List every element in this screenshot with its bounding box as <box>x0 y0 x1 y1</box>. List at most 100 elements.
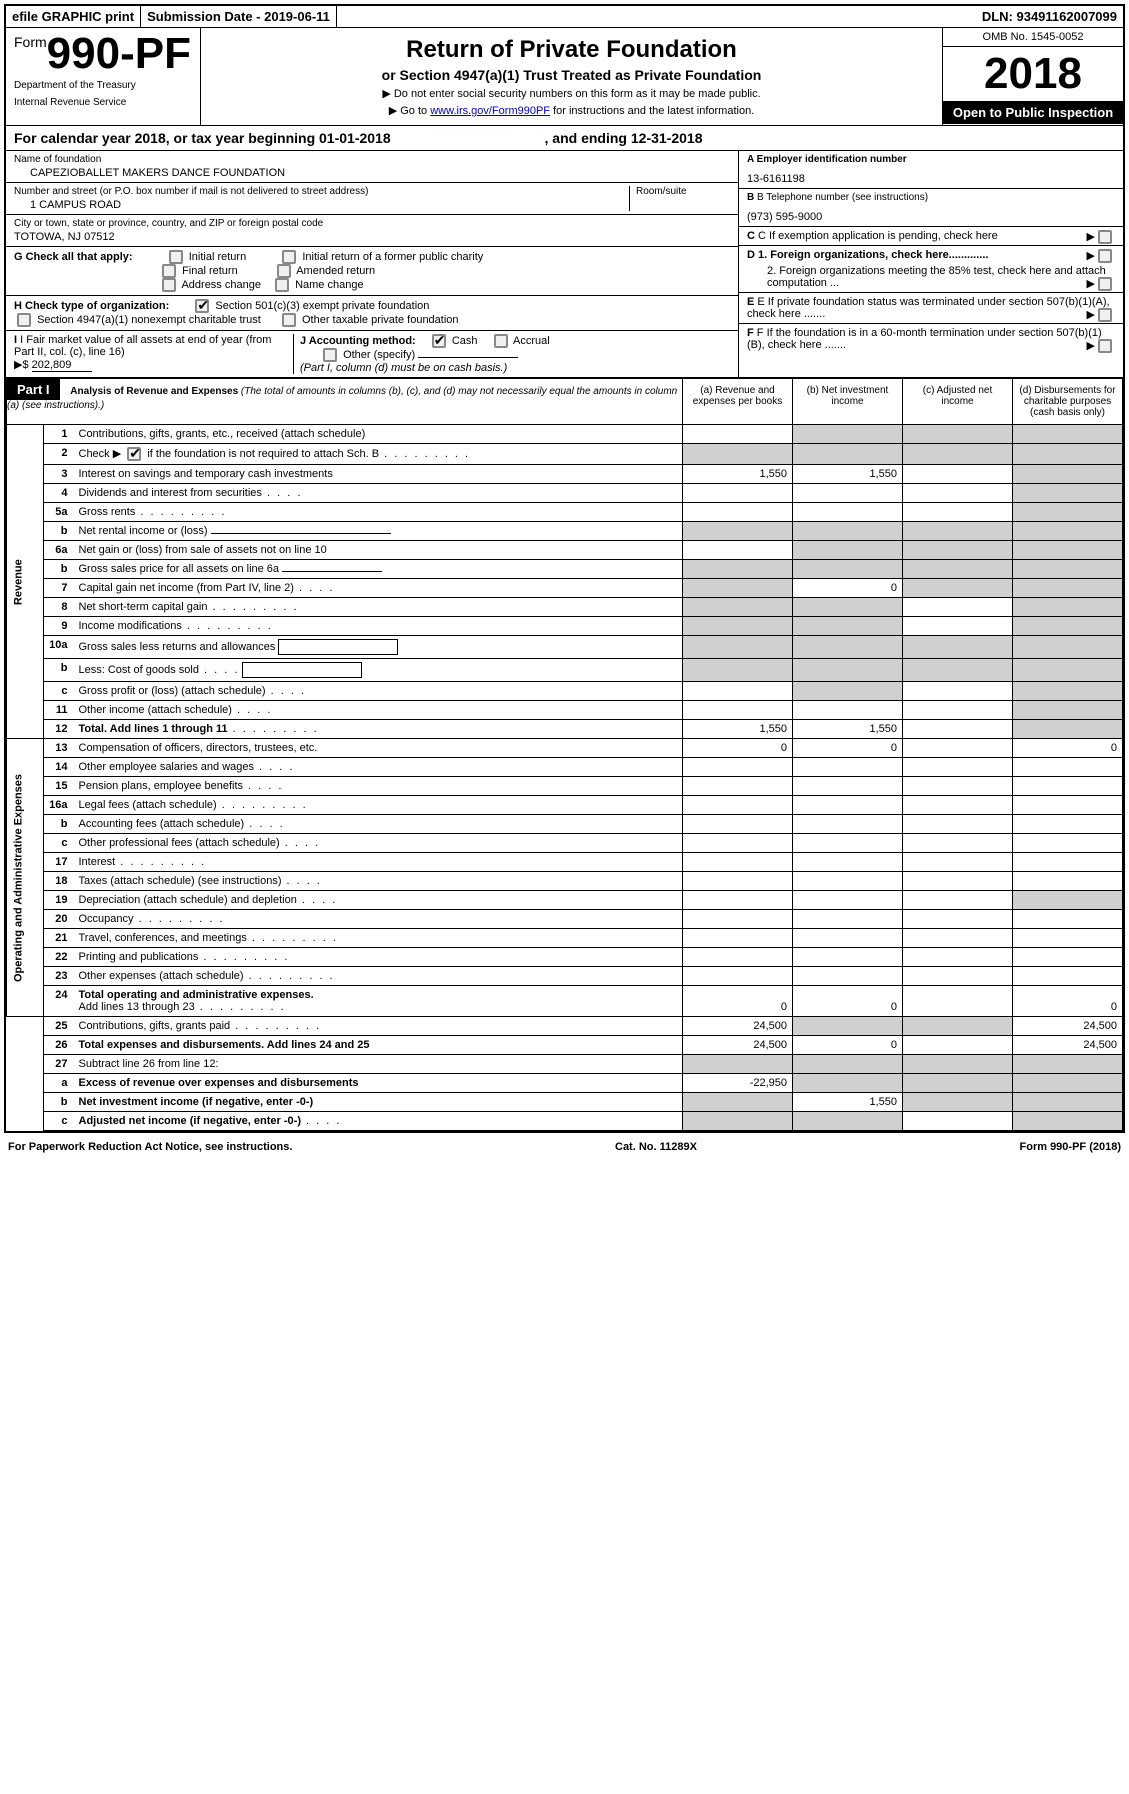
table-row: bGross sales price for all assets on lin… <box>7 560 1123 579</box>
table-row: Revenue 1Contributions, gifts, grants, e… <box>7 425 1123 444</box>
table-row: Operating and Administrative Expenses 13… <box>7 739 1123 758</box>
section-a: A Employer identification number 13-6161… <box>739 151 1123 189</box>
footer: For Paperwork Reduction Act Notice, see … <box>0 1137 1129 1157</box>
section-e: E E If private foundation status was ter… <box>739 293 1123 324</box>
open-to-public: Open to Public Inspection <box>943 101 1123 124</box>
cb-sch-b[interactable] <box>127 447 141 461</box>
cb-4947[interactable] <box>17 313 31 327</box>
cb-other-taxable[interactable] <box>282 313 296 327</box>
table-row: 26Total expenses and disbursements. Add … <box>7 1036 1123 1055</box>
footer-center: Cat. No. 11289X <box>615 1141 697 1153</box>
part1-label: Part I <box>7 379 60 400</box>
revenue-label: Revenue <box>7 425 44 739</box>
room-suite-label: Room/suite <box>636 186 730 197</box>
dln: DLN: 93491162007099 <box>976 6 1123 27</box>
footer-right: Form 990-PF (2018) <box>1020 1141 1122 1153</box>
info-right: A Employer identification number 13-6161… <box>738 151 1123 377</box>
omb-number: OMB No. 1545-0052 <box>943 28 1123 47</box>
table-row: cOther professional fees (attach schedul… <box>7 834 1123 853</box>
table-row: 11Other income (attach schedule) <box>7 701 1123 720</box>
header-center: Return of Private Foundation or Section … <box>201 28 943 125</box>
footer-left: For Paperwork Reduction Act Notice, see … <box>8 1141 292 1153</box>
table-row: 22Printing and publications <box>7 948 1123 967</box>
info-left: Name of foundation CAPEZIOBALLET MAKERS … <box>6 151 738 377</box>
fmv-value: 202,809 <box>32 359 92 372</box>
city-cell: City or town, state or province, country… <box>6 215 738 247</box>
header-right: OMB No. 1545-0052 2018 Open to Public In… <box>943 28 1123 125</box>
table-row: 3Interest on savings and temporary cash … <box>7 465 1123 484</box>
cb-accrual[interactable] <box>494 334 508 348</box>
section-d: D 1. Foreign organizations, check here..… <box>739 246 1123 293</box>
table-row: cGross profit or (loss) (attach schedule… <box>7 682 1123 701</box>
submission-date: Submission Date - 2019-06-11 <box>141 6 337 27</box>
section-h: H Check type of organization: Section 50… <box>6 296 738 331</box>
header: Form990-PF Department of the Treasury In… <box>6 28 1123 125</box>
table-row: 6aNet gain or (loss) from sale of assets… <box>7 541 1123 560</box>
form-subtitle: or Section 4947(a)(1) Trust Treated as P… <box>213 67 930 83</box>
cb-status-terminated[interactable] <box>1098 308 1112 322</box>
cb-501c3[interactable] <box>195 299 209 313</box>
table-row: 17Interest <box>7 853 1123 872</box>
cb-foreign-org[interactable] <box>1098 249 1112 263</box>
cb-initial-former[interactable] <box>282 250 296 264</box>
table-row: 14Other employee salaries and wages <box>7 758 1123 777</box>
section-f: F F If the foundation is in a 60-month t… <box>739 324 1123 354</box>
col-c-header: (c) Adjusted net income <box>903 379 1013 425</box>
section-g: G Check all that apply: Initial return I… <box>6 247 738 296</box>
table-row: 16aLegal fees (attach schedule) <box>7 796 1123 815</box>
table-row: 5aGross rents <box>7 503 1123 522</box>
table-row: 25Contributions, gifts, grants paid 24,5… <box>7 1017 1123 1036</box>
table-row: 7Capital gain net income (from Part IV, … <box>7 579 1123 598</box>
table-row: 21Travel, conferences, and meetings <box>7 929 1123 948</box>
info-section: Name of foundation CAPEZIOBALLET MAKERS … <box>6 151 1123 378</box>
table-row: 12Total. Add lines 1 through 11 1,5501,5… <box>7 720 1123 739</box>
cb-initial-return[interactable] <box>169 250 183 264</box>
section-c: C C If exemption application is pending,… <box>739 227 1123 246</box>
table-row: 4Dividends and interest from securities <box>7 484 1123 503</box>
section-ij: I I Fair market value of all assets at e… <box>6 331 738 377</box>
cb-name-change[interactable] <box>275 278 289 292</box>
table-row: 27Subtract line 26 from line 12: <box>7 1055 1123 1074</box>
cb-foreign-85[interactable] <box>1098 277 1112 291</box>
header-left: Form990-PF Department of the Treasury In… <box>6 28 201 125</box>
table-row: 23Other expenses (attach schedule) <box>7 967 1123 986</box>
cb-other-method[interactable] <box>323 348 337 362</box>
table-row: 18Taxes (attach schedule) (see instructi… <box>7 872 1123 891</box>
cb-final-return[interactable] <box>162 264 176 278</box>
table-row: 10aGross sales less returns and allowanc… <box>7 636 1123 659</box>
table-row: 9Income modifications <box>7 617 1123 636</box>
dept-irs: Internal Revenue Service <box>14 97 192 108</box>
table-row: 8Net short-term capital gain <box>7 598 1123 617</box>
table-row: 20Occupancy <box>7 910 1123 929</box>
table-row: bNet rental income or (loss) <box>7 522 1123 541</box>
table-row: aExcess of revenue over expenses and dis… <box>7 1074 1123 1093</box>
cb-cash[interactable] <box>432 334 446 348</box>
table-row: bNet investment income (if negative, ent… <box>7 1093 1123 1112</box>
form-container: efile GRAPHIC print Submission Date - 20… <box>4 4 1125 1133</box>
form-number: 990-PF <box>47 29 191 78</box>
table-row: 15Pension plans, employee benefits <box>7 777 1123 796</box>
cb-address-change[interactable] <box>162 278 176 292</box>
part1-table: Part I Analysis of Revenue and Expenses … <box>6 378 1123 1131</box>
section-b: B B Telephone number (see instructions) … <box>739 189 1123 227</box>
table-row: bLess: Cost of goods sold <box>7 659 1123 682</box>
col-b-header: (b) Net investment income <box>793 379 903 425</box>
goto-note: ▶ Go to www.irs.gov/Form990PF for instru… <box>213 104 930 117</box>
efile-label: efile GRAPHIC print <box>6 6 141 27</box>
calendar-year-row: For calendar year 2018, or tax year begi… <box>6 125 1123 151</box>
table-row: bAccounting fees (attach schedule) <box>7 815 1123 834</box>
table-row: 2Check ▶ if the foundation is not requir… <box>7 444 1123 465</box>
name-cell: Name of foundation CAPEZIOBALLET MAKERS … <box>6 151 738 183</box>
cb-exemption-pending[interactable] <box>1098 230 1112 244</box>
cb-amended-return[interactable] <box>277 264 291 278</box>
form-title: Return of Private Foundation <box>213 36 930 64</box>
col-d-header: (d) Disbursements for charitable purpose… <box>1013 379 1123 425</box>
col-a-header: (a) Revenue and expenses per books <box>683 379 793 425</box>
irs-link[interactable]: www.irs.gov/Form990PF <box>430 105 550 117</box>
expenses-label: Operating and Administrative Expenses <box>7 739 44 1017</box>
cb-60month[interactable] <box>1098 339 1112 353</box>
address-cell: Number and street (or P.O. box number if… <box>6 183 738 215</box>
form-prefix: Form <box>14 34 47 50</box>
ssn-note: ▶ Do not enter social security numbers o… <box>213 87 930 100</box>
table-row: 24Total operating and administrative exp… <box>7 986 1123 1017</box>
